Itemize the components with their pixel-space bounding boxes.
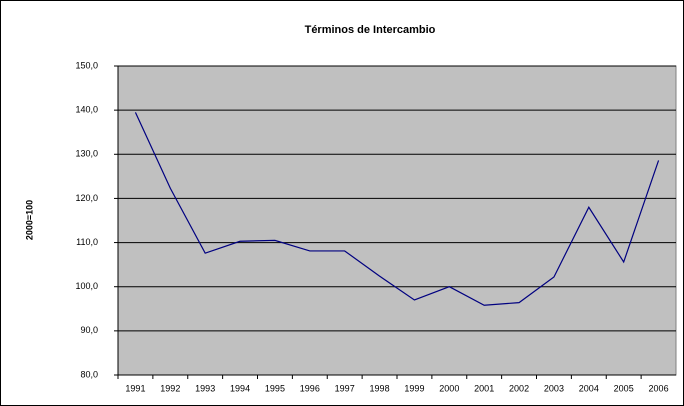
x-tick-label: 1996 <box>300 383 320 393</box>
y-tick-label: 140,0 <box>75 105 98 115</box>
x-tick-label: 1998 <box>370 383 390 393</box>
y-tick-label: 120,0 <box>75 193 98 203</box>
x-tick-label: 1997 <box>335 383 355 393</box>
x-tick-label: 2002 <box>509 383 529 393</box>
x-tick-label: 2001 <box>474 383 494 393</box>
x-tick-label: 1995 <box>265 383 285 393</box>
y-axis-title: 2000=100 <box>24 200 34 240</box>
x-tick-label: 2000 <box>439 383 459 393</box>
x-tick-label: 1999 <box>404 383 424 393</box>
x-tick-label: 1994 <box>230 383 250 393</box>
x-tick-label: 1991 <box>125 383 145 393</box>
y-tick-label: 100,0 <box>75 281 98 291</box>
x-tick-label: 1992 <box>160 383 180 393</box>
y-tick-label: 90,0 <box>80 325 98 335</box>
x-tick-label: 2004 <box>579 383 599 393</box>
x-tick-label: 2003 <box>544 383 564 393</box>
x-tick-label: 2006 <box>649 383 669 393</box>
y-tick-label: 130,0 <box>75 149 98 159</box>
chart-title: Términos de Intercambio <box>305 24 436 36</box>
line-series <box>134 112 660 306</box>
y-tick-label: 110,0 <box>76 237 98 247</box>
y-tick-label: 80,0 <box>80 369 98 379</box>
plot-area <box>117 65 677 376</box>
y-tick-label: 150,0 <box>75 60 98 70</box>
x-tick-label: 1993 <box>195 383 215 393</box>
x-tick-label: 2005 <box>614 383 634 393</box>
